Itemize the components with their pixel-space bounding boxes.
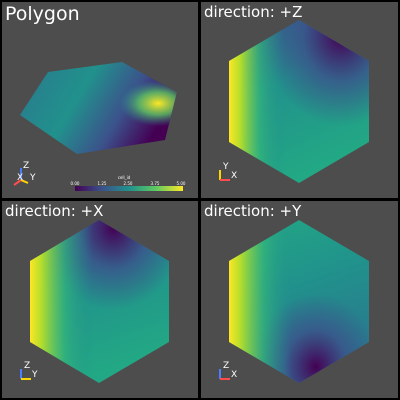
- axes-widget-x: Z Y: [20, 361, 38, 380]
- axis-label-y: Y: [31, 370, 38, 380]
- viewport-direction-z[interactable]: Y X direction: +Z: [201, 2, 398, 198]
- viewport-direction-y[interactable]: Z X direction: +Y: [201, 201, 398, 398]
- axis-label-x: X: [17, 173, 23, 183]
- scalar-bar-tick: 1.25: [98, 181, 107, 186]
- axis-label-y: Y: [222, 162, 229, 172]
- hexagon-render-y: Z X: [219, 220, 369, 383]
- scalar-bar-tick: 3.75: [151, 181, 160, 186]
- axes-widget-y: Z X: [219, 361, 237, 380]
- axis-label-y: Y: [29, 173, 36, 183]
- axis-label-z: Z: [223, 361, 229, 371]
- viewport-direction-x[interactable]: Z Y direction: +X: [2, 201, 198, 398]
- axes-widget-z: Y X: [219, 162, 237, 181]
- viewport-title: direction: +Y: [204, 202, 302, 220]
- scalar-bar-tick: 0.00: [71, 181, 80, 186]
- scalar-bar-tick: 5.00: [177, 181, 186, 186]
- scalar-bar: cell_id 0.00 1.25 2.50 3.75 5.00: [71, 175, 186, 191]
- axis-label-x: X: [231, 370, 237, 380]
- viewport-title: direction: +X: [5, 202, 104, 220]
- polygon-highlight: [20, 62, 177, 154]
- scalar-bar-title: cell_id: [118, 175, 131, 180]
- polygon-render: Z X Y cell_id 0.00 1.25 2.50 3.75 5.00: [13, 62, 186, 191]
- hexagon-render-z: Y X: [219, 20, 369, 183]
- viewport-title: Polygon: [5, 3, 80, 25]
- scalar-bar-colors: [75, 186, 183, 191]
- axis-label-z: Z: [23, 161, 29, 171]
- hexagon-render-x: Z Y: [20, 220, 169, 383]
- viewport-title: direction: +Z: [204, 3, 303, 21]
- axis-label-z: Z: [24, 361, 30, 371]
- viewport-polygon[interactable]: Z X Y cell_id 0.00 1.25 2.50 3.75 5.00 P…: [2, 2, 198, 198]
- axis-label-x: X: [231, 171, 237, 181]
- scalar-bar-tick: 2.50: [124, 181, 133, 186]
- axes-widget-polygon: Z X Y: [13, 161, 36, 186]
